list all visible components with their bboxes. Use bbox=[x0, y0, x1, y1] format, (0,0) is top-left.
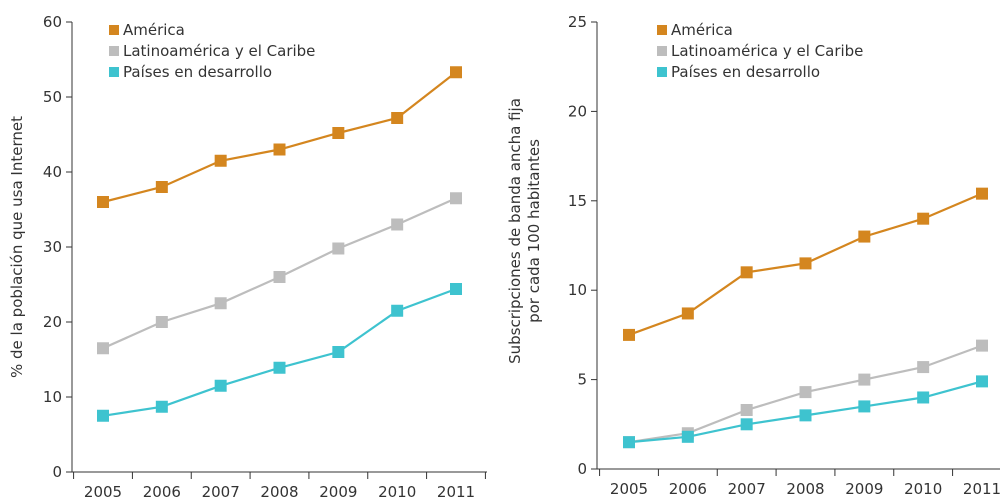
x-tick-label: 2006 bbox=[669, 480, 707, 498]
legend-label: Latinoamérica y el Caribe bbox=[671, 42, 863, 60]
legend-label: América bbox=[671, 21, 733, 39]
y-tick-label: 40 bbox=[43, 163, 62, 181]
data-point-marker bbox=[97, 409, 109, 422]
y-axis-label: % de la población que usa Internet bbox=[8, 116, 26, 378]
y-axis-label-line: Subscripciones de banda ancha fija bbox=[506, 98, 524, 364]
legend-label: América bbox=[123, 21, 185, 39]
series-3 bbox=[623, 375, 988, 449]
data-point-marker bbox=[273, 143, 286, 156]
x-tick-label: 2006 bbox=[143, 483, 181, 501]
data-point-marker bbox=[799, 409, 812, 422]
data-point-marker bbox=[155, 400, 168, 413]
data-point-marker bbox=[273, 361, 286, 374]
y-tick-label: 50 bbox=[43, 88, 62, 106]
chart-panel-2: 0 5 10 15 20 25 2005 2006 2007 2008 2009 2010 2011 Su… bbox=[506, 13, 1001, 498]
y-tick-label: 60 bbox=[43, 13, 62, 31]
legend-label: Países en desarrollo bbox=[123, 63, 272, 81]
x-tick-label: 2008 bbox=[260, 483, 298, 501]
y-tick-label: 25 bbox=[568, 13, 587, 31]
x-tick-label: 2009 bbox=[319, 483, 357, 501]
y-tick-label: 0 bbox=[52, 463, 62, 481]
x-tick-label: 2010 bbox=[904, 480, 942, 498]
data-point-marker bbox=[623, 328, 635, 341]
legend-swatch bbox=[657, 46, 667, 56]
legend-swatch bbox=[109, 67, 119, 77]
data-point-marker bbox=[214, 154, 227, 167]
data-point-marker bbox=[858, 400, 871, 413]
data-point-marker bbox=[917, 391, 930, 404]
data-point-marker bbox=[391, 304, 404, 317]
legend: América Latinoamérica y el Caribe Países e… bbox=[657, 21, 863, 81]
legend-swatch bbox=[657, 25, 667, 35]
series-2 bbox=[97, 192, 462, 355]
legend-swatch bbox=[109, 25, 119, 35]
data-point-marker bbox=[799, 257, 812, 270]
data-point-marker bbox=[97, 196, 109, 208]
y-tick-label: 10 bbox=[43, 388, 62, 406]
y-tick-label: 15 bbox=[568, 192, 587, 210]
data-point-marker bbox=[450, 192, 462, 205]
data-point-marker bbox=[623, 436, 635, 449]
y-tick-label: 10 bbox=[568, 281, 587, 299]
data-point-marker bbox=[799, 386, 812, 399]
legend-label: Países en desarrollo bbox=[671, 63, 820, 81]
x-tick-label: 2005 bbox=[84, 483, 122, 501]
data-point-marker bbox=[97, 342, 109, 355]
x-tick-label: 2010 bbox=[378, 483, 416, 501]
legend-label: Latinoamérica y el Caribe bbox=[123, 42, 315, 60]
x-tick-label: 2007 bbox=[728, 480, 766, 498]
data-point-marker bbox=[332, 242, 345, 255]
data-point-marker bbox=[450, 283, 462, 295]
y-tick-label: 20 bbox=[568, 102, 587, 120]
data-point-marker bbox=[155, 316, 168, 328]
y-tick-label: 0 bbox=[577, 460, 587, 478]
data-point-marker bbox=[740, 266, 753, 279]
x-tick-label: 2011 bbox=[437, 483, 475, 501]
y-tick-label: 30 bbox=[43, 238, 62, 256]
legend: América Latinoamérica y el Caribe Países e… bbox=[109, 21, 315, 81]
data-point-marker bbox=[858, 373, 871, 386]
data-point-marker bbox=[976, 339, 988, 352]
legend-swatch bbox=[109, 46, 119, 56]
x-tick-label: 2008 bbox=[786, 480, 824, 498]
series-3 bbox=[97, 283, 462, 422]
data-point-marker bbox=[391, 218, 404, 231]
x-tick-label: 2009 bbox=[845, 480, 883, 498]
data-point-marker bbox=[917, 361, 930, 374]
x-tick-label: 2005 bbox=[610, 480, 648, 498]
y-tick-label: 20 bbox=[43, 313, 62, 331]
y-axis-label: Subscripciones de banda ancha fijapor ca… bbox=[506, 98, 543, 364]
data-point-marker bbox=[858, 230, 871, 243]
series-1 bbox=[623, 187, 988, 341]
data-point-marker bbox=[917, 212, 930, 225]
data-point-marker bbox=[273, 271, 286, 283]
data-point-marker bbox=[681, 430, 694, 443]
data-point-marker bbox=[332, 346, 345, 358]
chart-panel-1: 0 10 20 30 40 50 60 2005 2006 2007 2008 2009 2010 201… bbox=[8, 13, 487, 501]
data-point-marker bbox=[976, 187, 988, 200]
data-point-marker bbox=[740, 418, 753, 431]
data-point-marker bbox=[976, 375, 988, 388]
data-point-marker bbox=[681, 307, 694, 320]
data-point-marker bbox=[214, 379, 227, 392]
data-point-marker bbox=[332, 127, 345, 139]
data-point-marker bbox=[391, 112, 404, 124]
data-point-marker bbox=[450, 66, 462, 79]
data-point-marker bbox=[214, 297, 227, 310]
legend-swatch bbox=[657, 67, 667, 77]
y-axis-label-line: % de la población que usa Internet bbox=[8, 116, 26, 378]
data-point-marker bbox=[740, 403, 753, 416]
x-tick-label: 2011 bbox=[963, 480, 1001, 498]
x-tick-label: 2007 bbox=[202, 483, 240, 501]
y-axis-label-line: por cada 100 habitantes bbox=[525, 139, 543, 323]
y-tick-label: 5 bbox=[577, 371, 587, 389]
data-point-marker bbox=[155, 181, 168, 193]
series-1 bbox=[97, 66, 462, 208]
